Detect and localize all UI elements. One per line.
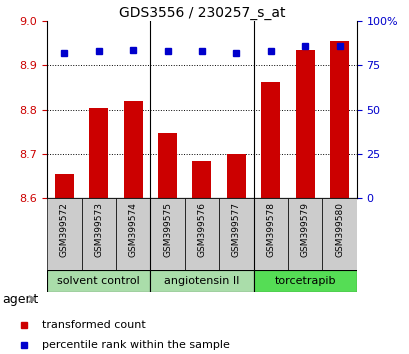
FancyBboxPatch shape bbox=[218, 198, 253, 271]
Bar bbox=[55, 174, 74, 198]
FancyBboxPatch shape bbox=[253, 270, 356, 292]
FancyBboxPatch shape bbox=[81, 198, 116, 271]
Text: GSM399573: GSM399573 bbox=[94, 202, 103, 257]
Bar bbox=[89, 108, 108, 198]
FancyBboxPatch shape bbox=[321, 198, 356, 271]
FancyBboxPatch shape bbox=[150, 270, 253, 292]
Text: angiotensin II: angiotensin II bbox=[164, 276, 239, 286]
Text: GSM399577: GSM399577 bbox=[231, 202, 240, 257]
Bar bbox=[295, 50, 314, 198]
Text: GSM399579: GSM399579 bbox=[300, 202, 309, 257]
Text: transformed count: transformed count bbox=[42, 320, 146, 330]
FancyBboxPatch shape bbox=[287, 198, 321, 271]
Text: GSM399574: GSM399574 bbox=[128, 202, 137, 257]
FancyBboxPatch shape bbox=[47, 270, 150, 292]
FancyBboxPatch shape bbox=[116, 198, 150, 271]
Text: torcetrapib: torcetrapib bbox=[274, 276, 335, 286]
Text: solvent control: solvent control bbox=[57, 276, 140, 286]
Text: percentile rank within the sample: percentile rank within the sample bbox=[42, 340, 229, 350]
Text: agent: agent bbox=[2, 293, 38, 306]
Bar bbox=[124, 101, 142, 198]
Text: GSM399576: GSM399576 bbox=[197, 202, 206, 257]
Text: GSM399580: GSM399580 bbox=[334, 202, 343, 257]
FancyBboxPatch shape bbox=[184, 198, 218, 271]
Text: GSM399572: GSM399572 bbox=[60, 202, 69, 257]
Bar bbox=[158, 133, 177, 198]
Bar bbox=[192, 161, 211, 198]
FancyBboxPatch shape bbox=[150, 198, 184, 271]
Title: GDS3556 / 230257_s_at: GDS3556 / 230257_s_at bbox=[118, 6, 285, 20]
FancyBboxPatch shape bbox=[253, 198, 287, 271]
Text: GSM399575: GSM399575 bbox=[163, 202, 172, 257]
FancyBboxPatch shape bbox=[47, 198, 81, 271]
Bar bbox=[261, 82, 279, 198]
Bar bbox=[226, 154, 245, 198]
Text: GSM399578: GSM399578 bbox=[265, 202, 274, 257]
Bar bbox=[329, 41, 348, 198]
